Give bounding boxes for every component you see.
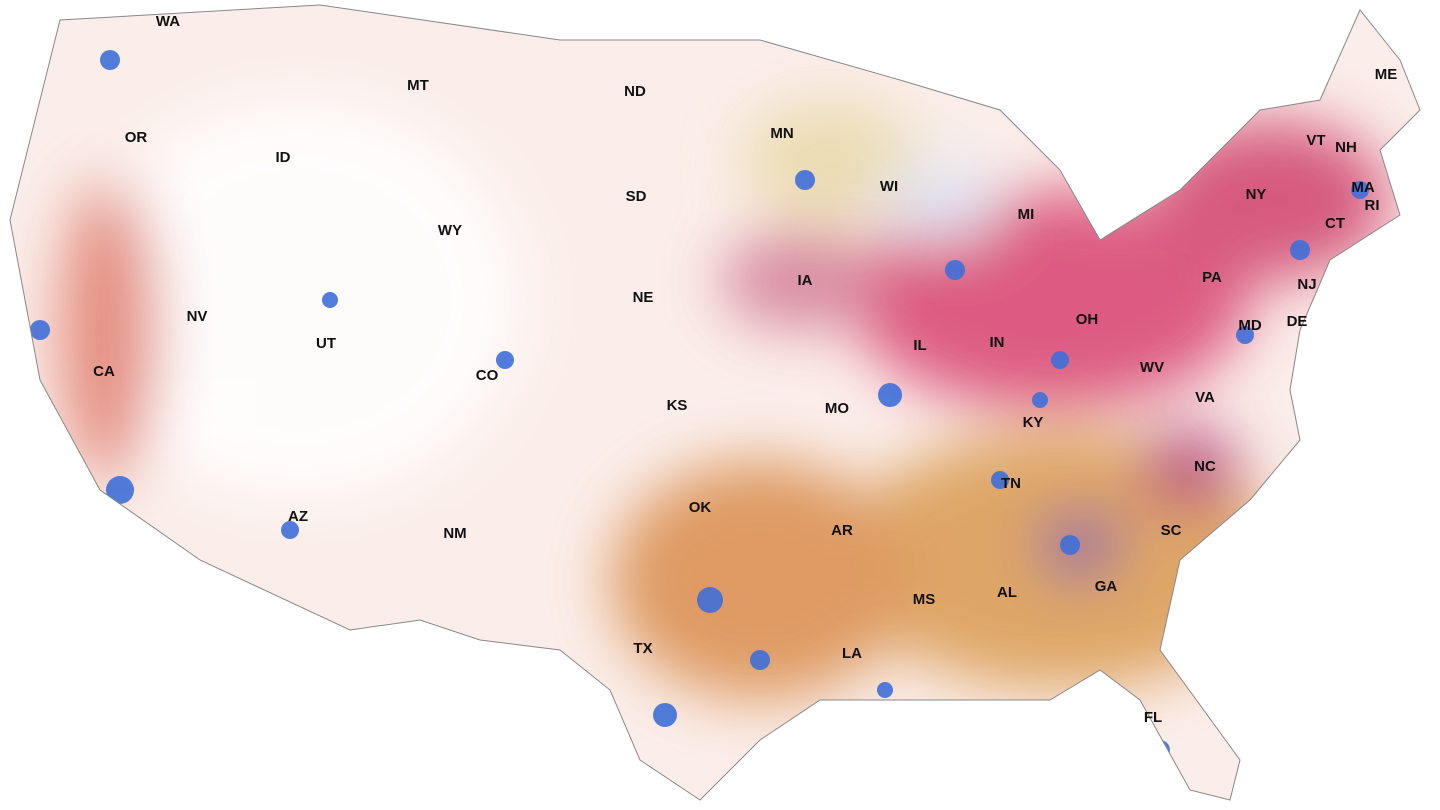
state-label: WI: [880, 178, 898, 195]
state-label: MT: [407, 77, 429, 94]
state-label: GA: [1095, 578, 1118, 595]
state-label: AZ: [288, 508, 308, 525]
state-label: MN: [770, 125, 793, 142]
state-label: VT: [1306, 132, 1325, 149]
state-label: MO: [825, 400, 849, 417]
state-label: NJ: [1297, 276, 1316, 293]
state-label: AL: [997, 584, 1017, 601]
state-label: NC: [1194, 458, 1216, 475]
state-label: OH: [1076, 311, 1099, 328]
state-label: AR: [831, 522, 853, 539]
state-label: TX: [633, 640, 652, 657]
state-label: NE: [633, 289, 654, 306]
state-label: RI: [1365, 197, 1380, 214]
state-label: WV: [1140, 359, 1164, 376]
state-label: SC: [1161, 522, 1182, 539]
state-label: WA: [156, 13, 180, 30]
state-label: KY: [1023, 414, 1044, 431]
state-label: TN: [1001, 475, 1021, 492]
state-label: ME: [1375, 66, 1398, 83]
state-label: MA: [1351, 179, 1374, 196]
state-label: ID: [276, 149, 291, 166]
state-label: CO: [476, 367, 499, 384]
state-label: KS: [667, 397, 688, 414]
state-label: NM: [443, 525, 466, 542]
state-label: NY: [1246, 186, 1267, 203]
state-label: OR: [125, 129, 148, 146]
state-label: UT: [316, 335, 336, 352]
state-label: CT: [1325, 215, 1345, 232]
state-label: NH: [1335, 139, 1357, 156]
state-label: CA: [93, 363, 115, 380]
state-label: MD: [1238, 317, 1261, 334]
state-labels: WA MT ND MN OR ID SD WI MI WY NV NE IA UT CA CO KS MO IL IN…: [93, 13, 1397, 726]
state-label: DE: [1287, 313, 1308, 330]
state-label: ND: [624, 83, 646, 100]
state-label: SD: [626, 188, 647, 205]
state-label: IN: [990, 334, 1005, 351]
state-label: OK: [689, 499, 712, 516]
state-label: FL: [1144, 709, 1162, 726]
state-label: LA: [842, 645, 862, 662]
state-label: PA: [1202, 269, 1222, 286]
state-label: IA: [798, 272, 813, 289]
state-label: MI: [1018, 206, 1035, 223]
state-label: VA: [1195, 389, 1215, 406]
state-label: NV: [187, 308, 208, 325]
state-label: IL: [913, 337, 926, 354]
state-label: WY: [438, 222, 462, 239]
state-label: MS: [913, 591, 936, 608]
